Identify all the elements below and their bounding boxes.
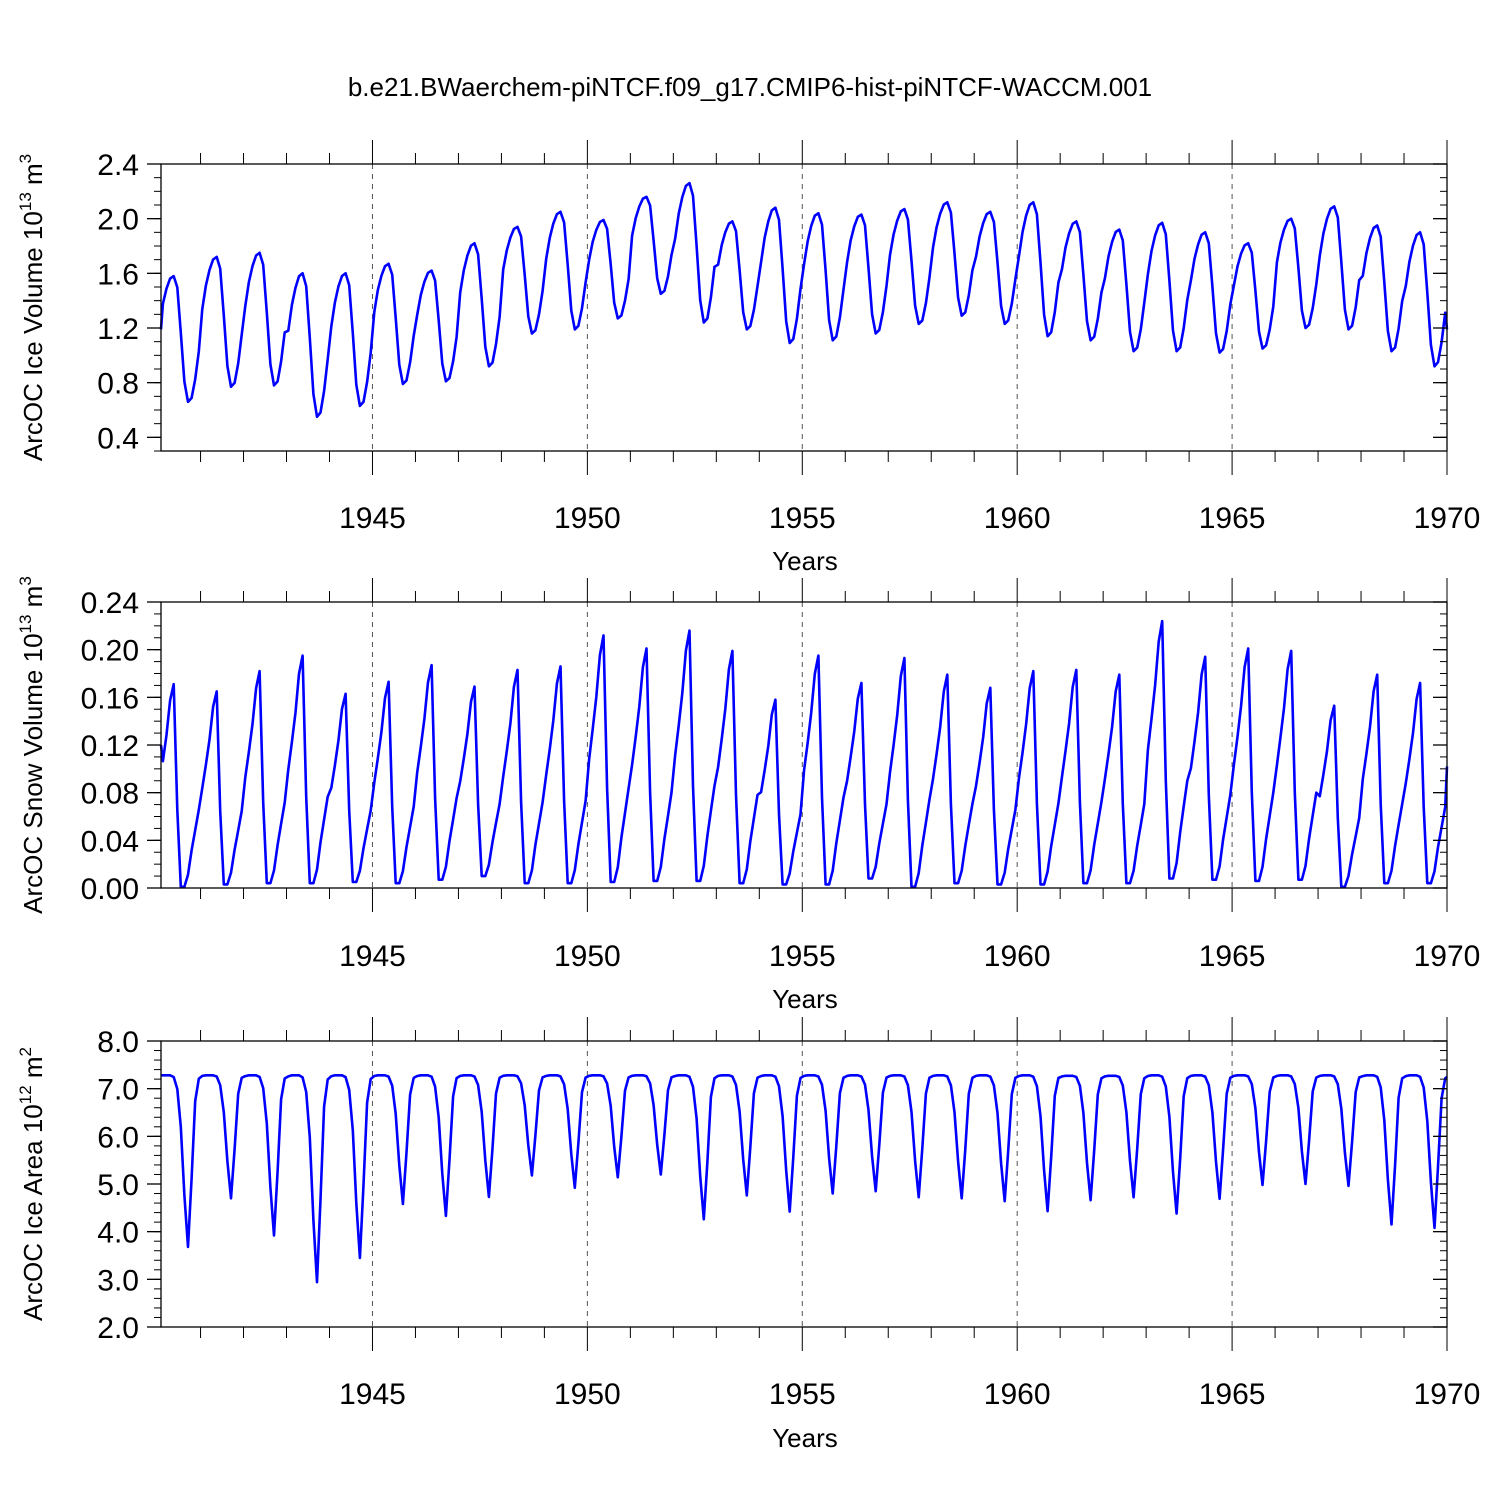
x-tick-label: 1945 [339, 502, 406, 535]
y-tick-label: 2.0 [97, 204, 139, 237]
x-tick-label: 1960 [984, 1378, 1051, 1411]
y-tick-label: 2.4 [97, 149, 139, 182]
x-tick-label: 1965 [1199, 940, 1266, 973]
ice-volume-panel: 0.4 0.8 1.2 1.6 2.0 2.4 1945 1950 1955 1960 1965 19… [16, 140, 1480, 576]
snow-volume-series-line [159, 619, 1449, 889]
y-axis-label-part: m [18, 1056, 48, 1085]
x-tick-label: 1955 [769, 502, 836, 535]
x-tick-label: 1965 [1199, 1378, 1266, 1411]
x-axis-label: Years [772, 546, 838, 576]
x-tick-label: 1950 [554, 502, 621, 535]
y-tick-label: 2.0 [97, 1312, 139, 1345]
y-axis-label-part: ArcOC Ice Area 10 [18, 1104, 48, 1321]
y-tick-label: 4.0 [97, 1217, 139, 1250]
y-axis-label-part: ArcOC Snow Volume 10 [18, 633, 48, 913]
x-tick-label: 1950 [554, 940, 621, 973]
x-tick-label: 1945 [339, 1378, 406, 1411]
x-axis-label: Years [772, 984, 838, 1014]
x-tick-label: 1970 [1414, 1378, 1481, 1411]
x-tick-label: 1955 [769, 940, 836, 973]
y-axis-label: ArcOC Snow Volume 1013 m3 [16, 576, 48, 914]
y-tick-label: 1.2 [97, 313, 139, 346]
y-tick-label: 8.0 [97, 1026, 139, 1059]
y-tick-label: 1.6 [97, 258, 139, 291]
y-axis-label-superscript: 3 [16, 576, 35, 585]
x-tick-label: 1960 [984, 940, 1051, 973]
x-tick-label: 1970 [1414, 940, 1481, 973]
x-tick-label: 1965 [1199, 502, 1266, 535]
y-tick-label: 5.0 [97, 1169, 139, 1202]
y-tick-label: 0.12 [81, 730, 139, 763]
y-axis-label-superscript: 12 [16, 1085, 35, 1104]
ice-area-panel: 2.0 3.0 4.0 5.0 6.0 7.0 8.0 1945 1950 1955 1960 196… [16, 1017, 1480, 1453]
ice-volume-series-line [159, 181, 1449, 419]
y-axis-label: ArcOC Ice Area 1012 m2 [16, 1047, 48, 1321]
y-axis-label-superscript: 2 [16, 1047, 35, 1056]
snow-volume-panel: 0.00 0.04 0.08 0.12 0.16 0.20 0.24 1945 1950 1955… [16, 576, 1480, 1014]
y-tick-label: 7.0 [97, 1074, 139, 1107]
y-tick-label: 3.0 [97, 1264, 139, 1297]
y-axis-label-part: ArcOC Ice Volume 10 [18, 211, 48, 461]
ice-area-series-line [161, 1074, 1448, 1284]
y-axis-label-part: m [18, 163, 48, 192]
y-tick-label: 0.00 [81, 873, 139, 906]
y-tick-label: 6.0 [97, 1121, 139, 1154]
y-tick-label: 0.08 [81, 778, 139, 811]
plot-frame [160, 163, 1448, 452]
x-axis-label: Years [772, 1423, 838, 1453]
y-tick-label: 0.4 [97, 422, 139, 455]
y-tick-label: 0.16 [81, 682, 139, 715]
y-tick-label: 0.04 [81, 825, 139, 858]
x-tick-label: 1955 [769, 1378, 836, 1411]
x-tick-label: 1945 [339, 940, 406, 973]
figure-title: b.e21.BWaerchem-piNTCF.f09_g17.CMIP6-his… [348, 72, 1152, 102]
x-tick-label: 1970 [1414, 502, 1481, 535]
y-tick-label: 0.8 [97, 368, 139, 401]
y-tick-label: 0.20 [81, 635, 139, 668]
plot-frame [160, 1040, 1448, 1328]
x-tick-label: 1960 [984, 502, 1051, 535]
y-axis-label-part: m [18, 586, 48, 615]
y-axis-label-superscript: 3 [16, 154, 35, 163]
y-axis-label-superscript: 13 [16, 615, 35, 634]
x-tick-label: 1950 [554, 1378, 621, 1411]
y-tick-label: 0.24 [81, 587, 139, 620]
y-axis-label: ArcOC Ice Volume 1013 m3 [16, 154, 48, 461]
y-axis-label-superscript: 13 [16, 192, 35, 211]
